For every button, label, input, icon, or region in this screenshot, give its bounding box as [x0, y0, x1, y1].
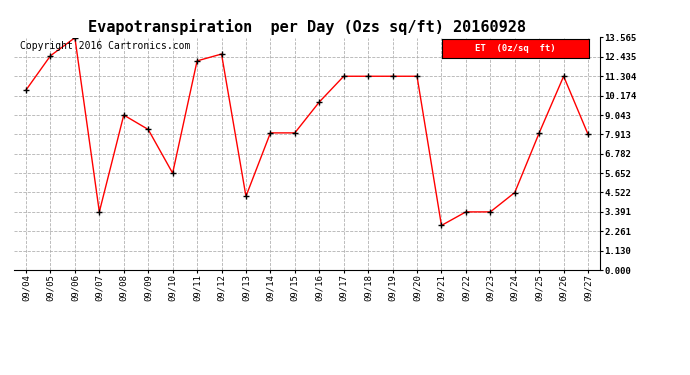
- Text: Copyright 2016 Cartronics.com: Copyright 2016 Cartronics.com: [19, 41, 190, 51]
- Title: Evapotranspiration  per Day (Ozs sq/ft) 20160928: Evapotranspiration per Day (Ozs sq/ft) 2…: [88, 19, 526, 35]
